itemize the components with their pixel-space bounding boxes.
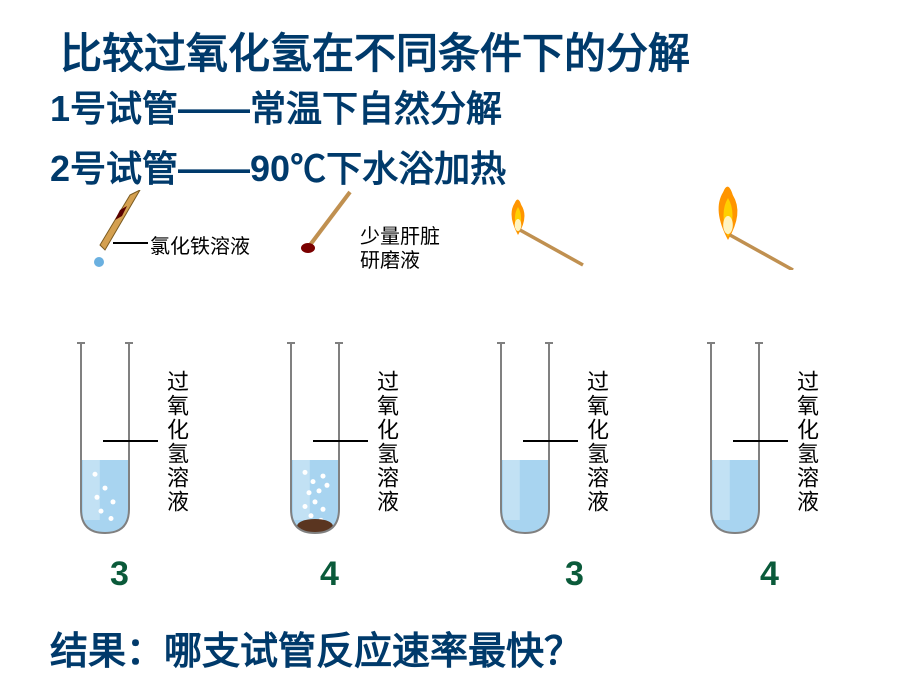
tube-group-0: 氯化铁溶液过氧化氢溶液 <box>45 220 245 540</box>
tube-number: 3 <box>110 555 129 594</box>
match-lit-icon <box>690 170 810 270</box>
tube-content-label: 过氧化氢溶液 <box>370 370 402 514</box>
tube-content-label: 过氧化氢溶液 <box>790 370 822 514</box>
match-lit-icon <box>480 170 600 270</box>
top-label: 氯化铁溶液 <box>150 230 250 259</box>
tube-number: 4 <box>760 555 779 594</box>
tube-content-label: 过氧化氢溶液 <box>580 370 612 514</box>
page-title: 比较过氧化氢在不同条件下的分解 <box>60 20 690 81</box>
tube-group-3: 过氧化氢溶液 <box>675 220 875 540</box>
result-question: 结果：哪支试管反应速率最快？ <box>50 620 582 675</box>
tube-content-label: 过氧化氢溶液 <box>160 370 192 514</box>
tubes-container: 氯化铁溶液过氧化氢溶液少量肝脏 研磨液过氧化氢溶液过氧化氢溶液过氧化氢溶液 <box>40 220 880 540</box>
tube-group-1: 少量肝脏 研磨液过氧化氢溶液 <box>255 220 455 540</box>
top-label: 少量肝脏 研磨液 <box>360 225 440 273</box>
subtitle-1: 1号试管——常温下自然分解 <box>50 80 502 132</box>
tube-number: 4 <box>320 555 339 594</box>
subtitle-2: 2号试管——90℃下水浴加热 <box>50 140 506 192</box>
tube-group-2: 过氧化氢溶液 <box>465 220 665 540</box>
tube-number: 3 <box>565 555 584 594</box>
